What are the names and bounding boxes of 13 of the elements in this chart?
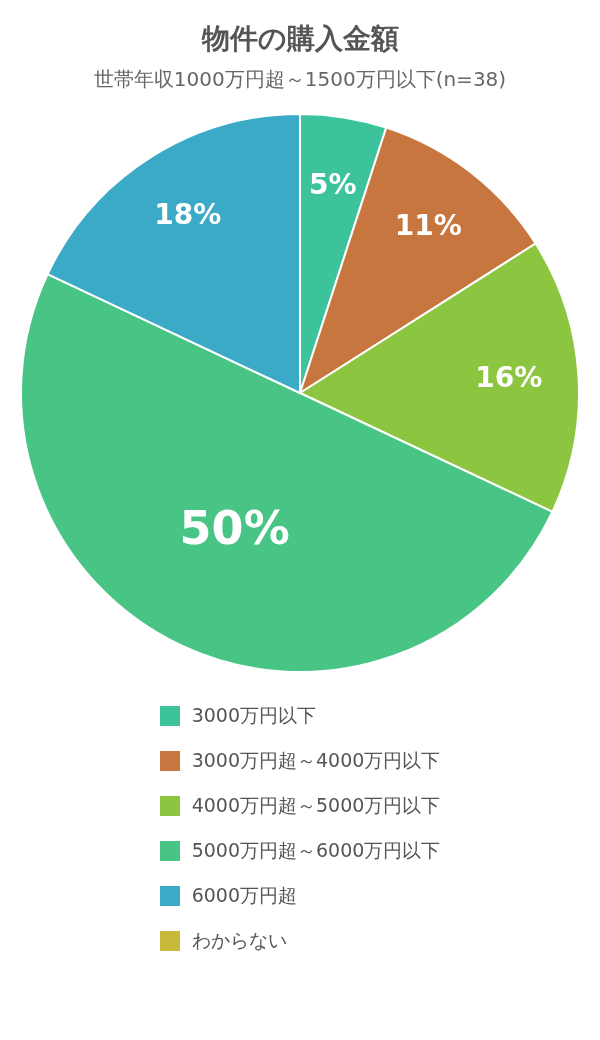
data-label: 16% — [475, 361, 543, 395]
legend-label: 3000万円以下 — [191, 702, 316, 728]
data-label: 50% — [179, 500, 290, 555]
legend-label: 5000万円超～6000万円以下 — [191, 837, 441, 863]
data-label: 18% — [154, 197, 222, 231]
chart-title: 物件の購入金額 — [200, 21, 400, 57]
legend-label: 4000万円超～5000万円以下 — [191, 792, 441, 818]
legend-label: わからない — [191, 927, 287, 953]
chart-subtitle: 世帯年収1000万円超～1500万円以下(n=38) — [92, 66, 508, 93]
legend-label: 3000万円超～4000万円以下 — [191, 747, 441, 773]
data-label: 5% — [308, 167, 357, 201]
legend-label: 6000万円超 — [191, 882, 297, 908]
data-label: 11% — [394, 208, 462, 242]
